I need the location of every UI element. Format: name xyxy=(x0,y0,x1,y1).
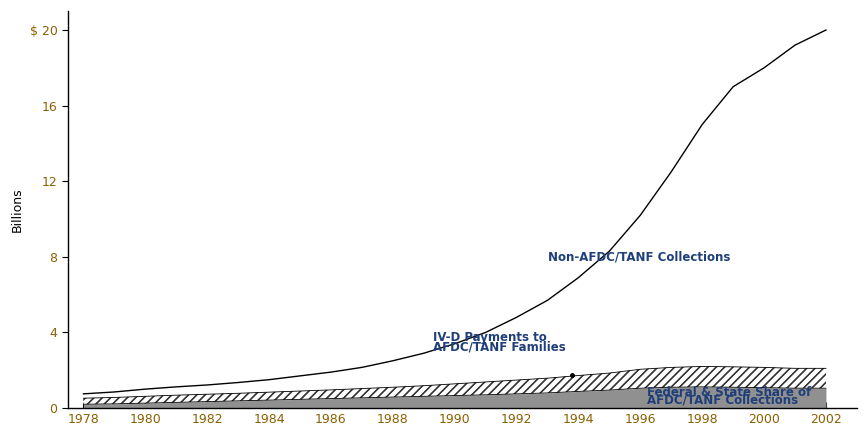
Text: Non-AFDC/TANF Collections: Non-AFDC/TANF Collections xyxy=(548,250,730,264)
Y-axis label: Billions: Billions xyxy=(11,187,24,232)
Text: AFDC/TANF Families: AFDC/TANF Families xyxy=(433,340,566,354)
Text: Federal & State Share of: Federal & State Share of xyxy=(647,386,811,399)
Text: AFDC/TANF Collections: AFDC/TANF Collections xyxy=(647,394,798,407)
Text: IV-D Payments to: IV-D Payments to xyxy=(433,331,547,344)
